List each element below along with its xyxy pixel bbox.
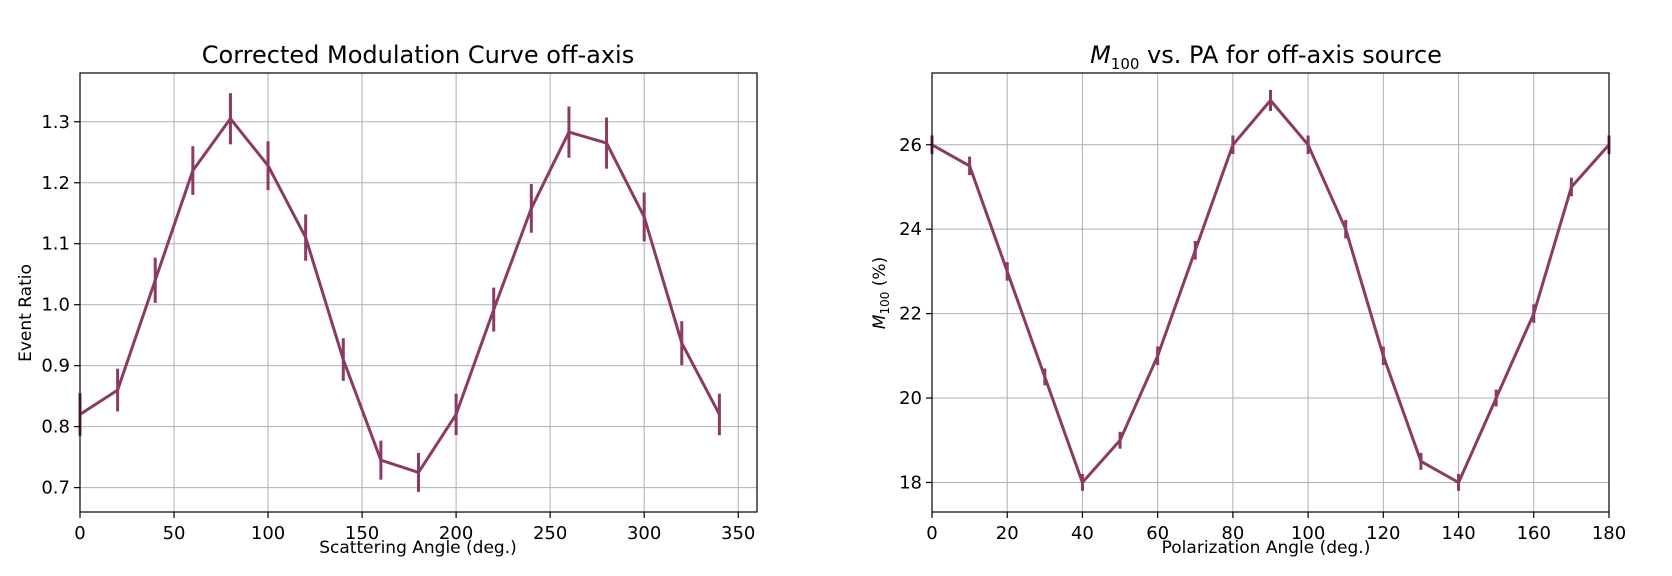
y-tick-label: 20: [899, 388, 922, 409]
y-tick-label: 18: [899, 472, 922, 493]
x-tick-label: 100: [1291, 523, 1325, 544]
x-tick-label: 60: [1146, 523, 1169, 544]
x-tick-label: 150: [345, 523, 379, 544]
ylabel-symbol: M: [870, 314, 890, 329]
y-tick-label: 1.2: [41, 173, 70, 194]
chart-title: Corrected Modulation Curve off-axis: [202, 41, 634, 69]
x-tick-label: 80: [1221, 523, 1244, 544]
m100-vs-pa-chart: M100 vs. PA for off-axis source Polariza…: [870, 41, 1626, 558]
x-tick-label: 0: [74, 523, 85, 544]
y-tick-label: 1.0: [41, 295, 70, 316]
y-tick-label: 26: [899, 135, 922, 156]
title-symbol: M: [1090, 41, 1111, 69]
series-line: [79, 117, 721, 474]
plot-frame: [931, 72, 1610, 513]
y-tick-label: 22: [899, 304, 922, 325]
y-axis-label: Event Ratio: [16, 264, 36, 362]
x-tick-label: 180: [1592, 523, 1626, 544]
x-tick-label: 0: [926, 523, 937, 544]
x-tick-label: 40: [1071, 523, 1094, 544]
x-tick-label: 20: [996, 523, 1019, 544]
plot-frame: [79, 72, 758, 513]
x-tick-label: 160: [1517, 523, 1551, 544]
ylabel-rest: (%): [870, 257, 890, 292]
y-tick-label: 24: [899, 219, 922, 240]
x-tick-label: 100: [251, 523, 285, 544]
x-tick-label: 50: [163, 523, 186, 544]
ylabel-subscript: 100: [878, 292, 892, 315]
x-tick-label: 300: [627, 523, 661, 544]
x-tick-label: 350: [721, 523, 755, 544]
y-tick-label: 0.7: [41, 478, 70, 499]
series-line: [931, 98, 1611, 484]
x-tick-label: 140: [1441, 523, 1475, 544]
y-tick-label: 1.1: [41, 234, 70, 255]
y-axis-label: M100 (%): [870, 257, 892, 329]
chart-title: M100 vs. PA for off-axis source: [1090, 41, 1442, 73]
x-axis-label: Scattering Angle (deg.): [319, 538, 517, 558]
modulation-curve-chart: Corrected Modulation Curve off-axis Scat…: [16, 41, 758, 558]
y-tick-label: 1.3: [41, 112, 70, 133]
title-subscript: 100: [1111, 55, 1140, 73]
x-tick-label: 120: [1366, 523, 1400, 544]
y-tick-label: 0.9: [41, 356, 70, 377]
x-axis-label: Polarization Angle (deg.): [1162, 538, 1371, 558]
x-tick-label: 250: [533, 523, 567, 544]
title-rest: vs. PA for off-axis source: [1139, 41, 1442, 69]
x-tick-label: 200: [439, 523, 473, 544]
y-tick-label: 0.8: [41, 417, 70, 438]
